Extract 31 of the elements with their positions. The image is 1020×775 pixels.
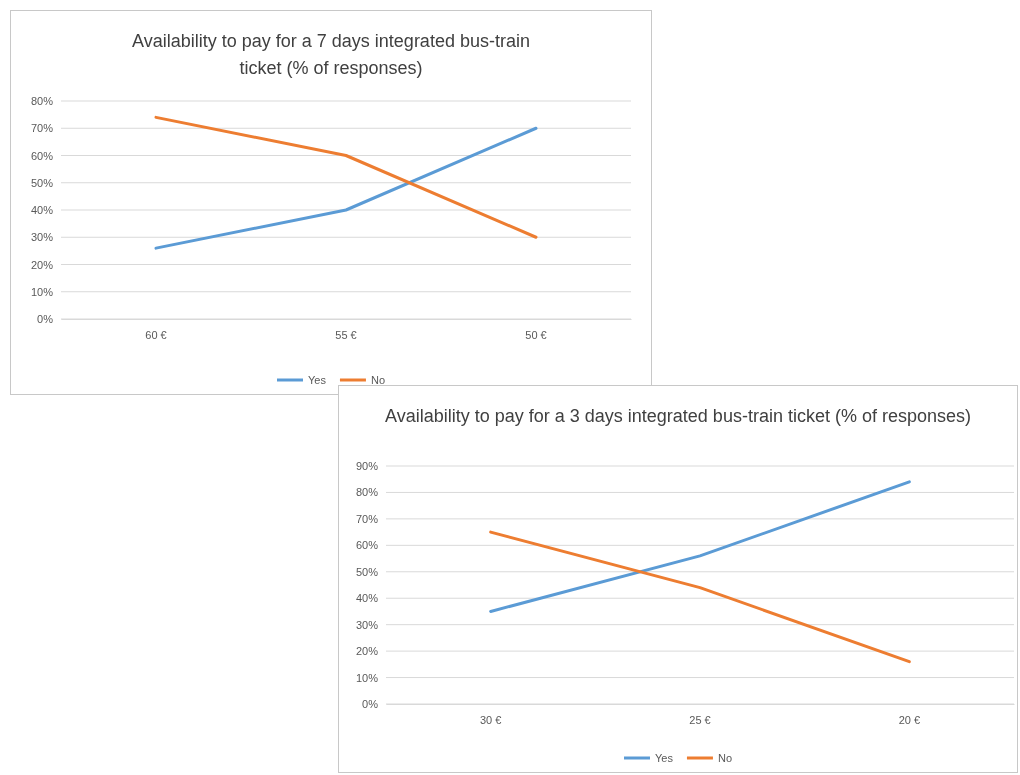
y-tick-label: 20%: [355, 645, 379, 658]
y-tick-label: 70%: [30, 122, 54, 135]
y-tick-label: 30%: [355, 618, 379, 631]
legend-label: Yes: [307, 374, 327, 386]
y-tick-label: 10%: [30, 285, 54, 298]
x-tick-label: 20 €: [898, 713, 921, 726]
y-tick-label: 30%: [30, 231, 54, 244]
x-tick-label: 30 €: [479, 713, 502, 726]
chart-title: Availability to pay for a 7 days integrated bus-train ticket (% of responses): [132, 31, 530, 78]
y-tick-label: 40%: [30, 204, 54, 217]
y-tick-label: 10%: [355, 671, 379, 684]
y-tick-label: 0%: [37, 313, 54, 326]
y-tick-label: 0%: [362, 698, 379, 711]
y-tick-label: 80%: [30, 95, 54, 108]
y-tick-label: 60%: [30, 149, 54, 162]
y-tick-label: 50%: [30, 176, 54, 189]
chart-title: Availability to pay for a 3 days integrated bus-train ticket (% of responses): [385, 406, 971, 426]
x-tick-label: 50 €: [525, 328, 547, 341]
y-tick-label: 70%: [355, 512, 379, 525]
y-tick-label: 40%: [355, 592, 379, 605]
x-tick-label: 55 €: [335, 328, 357, 341]
legend-label: Yes: [654, 752, 674, 764]
x-tick-label: 25 €: [689, 713, 711, 726]
y-tick-label: 80%: [355, 486, 379, 499]
legend-label: No: [370, 374, 386, 386]
y-tick-label: 90%: [355, 460, 379, 473]
y-tick-label: 60%: [355, 539, 379, 552]
y-tick-label: 50%: [355, 565, 379, 578]
y-tick-label: 20%: [30, 258, 54, 271]
legend-label: No: [717, 752, 733, 764]
x-tick-label: 60 €: [145, 328, 167, 341]
